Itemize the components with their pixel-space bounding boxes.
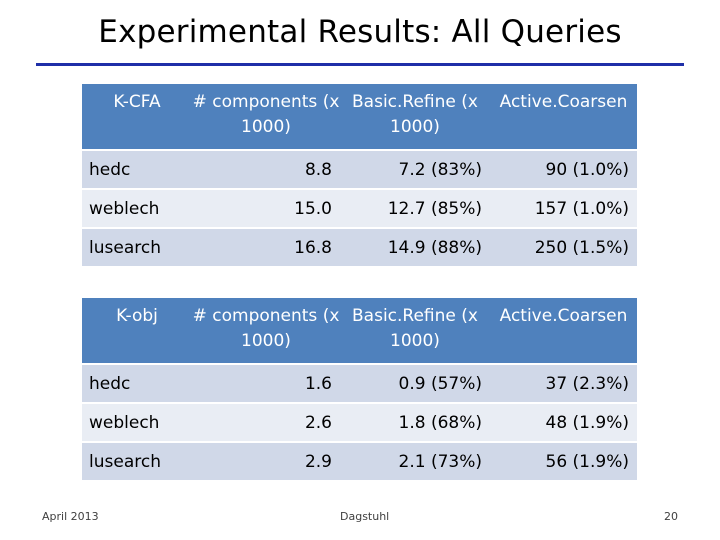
kcfa-results-table: K-CFA # components (x 1000) Basic.Refine… [82, 84, 637, 266]
cell-active-coarsen: 90 (1.0%) [490, 149, 637, 188]
cell-basic-refine: 2.1 (73%) [340, 441, 490, 480]
column-header-active-coarsen: Active.Coarsen [490, 298, 637, 363]
table-header-row: K-obj # components (x 1000) Basic.Refine… [82, 298, 637, 363]
cell-basic-refine: 1.8 (68%) [340, 402, 490, 441]
table-row: hedc 8.8 7.2 (83%) 90 (1.0%) [82, 149, 637, 188]
row-label: lusearch [82, 227, 192, 266]
column-header-basic-refine: Basic.Refine (x 1000) [340, 298, 490, 363]
slide-title: Experimental Results: All Queries [98, 14, 622, 50]
kobj-results-table: K-obj # components (x 1000) Basic.Refine… [82, 298, 637, 480]
title-rule [36, 63, 684, 66]
cell-active-coarsen: 250 (1.5%) [490, 227, 637, 266]
column-header-components: # components (x 1000) [192, 298, 340, 363]
table-corner-label: K-CFA [82, 84, 192, 149]
cell-basic-refine: 14.9 (88%) [340, 227, 490, 266]
row-label: weblech [82, 402, 192, 441]
table-row: weblech 2.6 1.8 (68%) 48 (1.9%) [82, 402, 637, 441]
row-label: lusearch [82, 441, 192, 480]
column-header-active-coarsen: Active.Coarsen [490, 84, 637, 149]
cell-active-coarsen: 37 (2.3%) [490, 363, 637, 402]
cell-active-coarsen: 48 (1.9%) [490, 402, 637, 441]
table-row: lusearch 2.9 2.1 (73%) 56 (1.9%) [82, 441, 637, 480]
cell-components: 2.9 [192, 441, 340, 480]
cell-basic-refine: 12.7 (85%) [340, 188, 490, 227]
page-number: 20 [664, 510, 678, 523]
cell-active-coarsen: 157 (1.0%) [490, 188, 637, 227]
cell-basic-refine: 0.9 (57%) [340, 363, 490, 402]
cell-components: 2.6 [192, 402, 340, 441]
column-header-components: # components (x 1000) [192, 84, 340, 149]
table-row: hedc 1.6 0.9 (57%) 37 (2.3%) [82, 363, 637, 402]
row-label: hedc [82, 149, 192, 188]
cell-active-coarsen: 56 (1.9%) [490, 441, 637, 480]
cell-components: 16.8 [192, 227, 340, 266]
table-row: weblech 15.0 12.7 (85%) 157 (1.0%) [82, 188, 637, 227]
cell-basic-refine: 7.2 (83%) [340, 149, 490, 188]
cell-components: 1.6 [192, 363, 340, 402]
table-corner-label: K-obj [82, 298, 192, 363]
table-header-row: K-CFA # components (x 1000) Basic.Refine… [82, 84, 637, 149]
cell-components: 8.8 [192, 149, 340, 188]
table-row: lusearch 16.8 14.9 (88%) 250 (1.5%) [82, 227, 637, 266]
row-label: hedc [82, 363, 192, 402]
column-header-basic-refine: Basic.Refine (x 1000) [340, 84, 490, 149]
footer-venue: Dagstuhl [340, 510, 390, 523]
row-label: weblech [82, 188, 192, 227]
footer-date: April 2013 [42, 510, 99, 523]
cell-components: 15.0 [192, 188, 340, 227]
